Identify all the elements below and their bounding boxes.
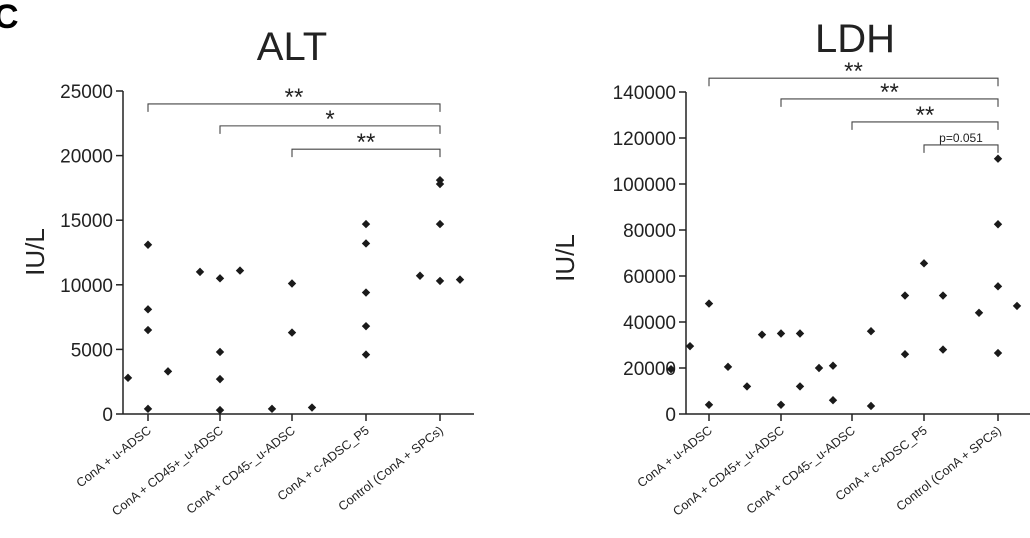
ldh-y-tick-label: 60000 [623,267,676,288]
alt-data-point [361,350,371,359]
alt-y-tick-label: 10000 [60,276,113,297]
alt-data-point [215,274,225,283]
ldh-y-tick-label: 100000 [613,175,676,196]
ldh-data-point [993,348,1003,358]
alt-significance-bracket [219,125,441,134]
ldh-data-point [776,400,786,409]
alt-data-point [435,179,445,189]
alt-data-point [123,373,133,383]
ldh-data-point [993,220,1003,229]
ldh-data-point [938,291,948,300]
ldh-significance-label: ** [844,58,863,85]
panel-label: C [0,0,19,36]
alt-data-point [435,219,445,229]
ldh-data-point [776,329,786,338]
ldh-data-point [900,291,910,300]
alt-data-point [195,267,205,277]
alt-data-point [215,347,225,357]
ldh-data-point [828,361,838,370]
alt-y-axis-label: IU/L [20,228,50,276]
ldh-significance-bracket [851,121,999,130]
ldh-data-point [742,382,752,391]
ldh-data-point [938,345,948,354]
ldh-y-tick-label: 0 [665,405,676,426]
ldh-significance-bracket [780,98,999,107]
ldh-data-point [974,308,984,317]
alt-y-tick-label: 5000 [71,340,113,361]
alt-data-point [287,328,297,337]
ldh-y-tick-label: 80000 [623,221,676,242]
ldh-data-point [723,362,733,372]
alt-data-point [287,279,297,288]
alt-data-point [267,404,277,414]
ldh-data-point [900,350,910,359]
alt-x-tick-label: ConA + u-ADSC [74,423,154,490]
alt-significance-bracket [147,103,441,112]
ldh-data-point [757,330,767,339]
ldh-significance-label: p=0.051 [939,131,983,145]
alt-data-point [143,305,153,314]
ldh-y-axis-label: IU/L [550,234,580,282]
alt-data-point [415,271,425,280]
ldh-data-point [704,400,714,409]
ldh-data-point [795,382,805,391]
alt-data-point [435,276,445,286]
ldh-significance-bracket [708,77,999,87]
ldh-significance-label: ** [880,79,899,106]
ldh-data-point [828,396,838,405]
ldh-chart-title: LDH [815,17,895,61]
alt-data-points [123,175,465,415]
ldh-data-point [866,401,876,411]
alt-significance-label: ** [285,84,304,111]
alt-data-point [235,266,245,275]
alt-significance-bracket [291,148,441,158]
alt-significance-brackets: ***** [147,84,441,158]
alt-y-tick-label: 0 [102,405,113,426]
ldh-y-tick-label: 20000 [623,359,676,380]
alt-data-point [307,403,317,412]
ldh-data-point [919,259,929,268]
alt-data-point [361,288,371,297]
ldh-data-point [795,329,805,338]
ldh-y-tick-label: 140000 [613,83,676,104]
ldh-x-tick-label: ConA + u-ADSC [635,423,715,490]
alt-data-point [143,404,153,414]
alt-significance-label: * [325,106,334,133]
alt-data-point [455,275,465,284]
alt-data-point [143,325,153,335]
ldh-data-point [993,154,1003,163]
alt-data-point [143,240,153,249]
ldh-y-ticks: 0 20000 40000 60000 80000 100000 120000 140000 [613,83,686,426]
ldh-data-point [993,282,1003,291]
ldh-data-point [1012,301,1022,311]
ldh-y-tick-label: 40000 [623,313,676,334]
ldh-significance-label: ** [916,102,935,129]
ldh-data-point [685,341,695,351]
alt-y-tick-label: 15000 [60,211,113,232]
ldh-data-point [866,327,876,336]
alt-data-point [361,321,371,331]
ldh-chart: LDH IU/L 0 20000 40000 60000 80000 100000 1200… [550,17,1030,519]
alt-data-point [361,239,371,248]
alt-data-point [361,219,371,229]
alt-significance-label: ** [357,129,376,156]
alt-y-ticks: 0 5000 10000 15000 20000 25000 [60,82,123,426]
ldh-y-tick-label: 120000 [613,129,676,150]
alt-chart-title: ALT [257,25,327,69]
alt-y-tick-label: 25000 [60,82,113,103]
alt-data-point [215,374,225,384]
ldh-significance-bracket [923,144,999,153]
ldh-significance-brackets: ** ** ** p=0.051 [708,58,999,153]
ldh-data-point [704,299,714,308]
ldh-data-points [666,154,1022,411]
alt-data-point [215,405,225,415]
ldh-data-point [814,363,824,373]
alt-y-tick-label: 20000 [60,147,113,168]
alt-chart: ALT IU/L 0 5000 10000 15000 20000 25000 ConA … [20,25,474,519]
alt-data-point [163,367,173,376]
ldh-data-point [666,364,676,374]
